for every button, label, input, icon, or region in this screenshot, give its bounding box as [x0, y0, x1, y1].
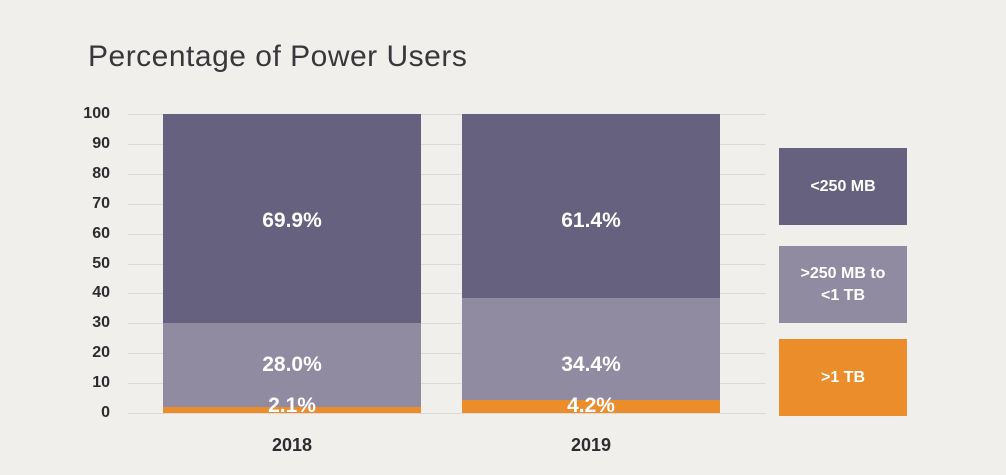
gridline — [128, 323, 766, 325]
y-tick-label: 0 — [101, 404, 110, 421]
bar-segment — [163, 323, 421, 407]
y-tick-label: 20 — [92, 344, 110, 362]
chart-title: Percentage of Power Users — [88, 40, 468, 73]
y-tick-label: 70 — [92, 194, 110, 212]
gridline — [128, 383, 766, 385]
y-tick-label: 10 — [92, 374, 110, 392]
bar-segment — [462, 400, 720, 413]
gridline — [128, 263, 766, 265]
x-axis-label: 2019 — [570, 435, 612, 455]
y-tick-label: 40 — [92, 284, 110, 302]
gridline — [128, 233, 766, 235]
y-tick-label: 80 — [92, 164, 110, 182]
legend-item: >250 MB to <1 TB — [779, 246, 907, 323]
gridline — [128, 293, 766, 295]
gridline — [128, 413, 766, 414]
bar-segment — [163, 406, 421, 413]
bar-value-label: 69.9% — [262, 209, 322, 232]
gridline — [128, 114, 766, 115]
gridline — [128, 143, 766, 145]
y-tick-label: 100 — [83, 105, 110, 122]
y-tick-label: 60 — [92, 224, 110, 242]
x-axis-label: 2018 — [271, 435, 313, 455]
bar-value-label: 28.0% — [262, 353, 322, 376]
bar-value-label: 61.4% — [561, 209, 621, 232]
legend-item: <250 MB — [779, 148, 907, 225]
y-tick-label: 50 — [92, 254, 110, 272]
gridline — [128, 203, 766, 205]
bar-segment — [163, 114, 421, 323]
legend-item: >1 TB — [779, 339, 907, 416]
gridline — [128, 353, 766, 355]
bar-value-label: 4.2% — [567, 394, 615, 417]
gridline — [128, 173, 766, 175]
y-tick-label: 90 — [92, 134, 110, 152]
bar-2018 — [163, 114, 421, 413]
y-tick-label: 30 — [92, 314, 110, 332]
bar-segment — [462, 297, 720, 401]
bar-2019 — [462, 114, 720, 413]
bar-segment — [462, 114, 720, 298]
plot-area: 100 90 80 70 60 50 40 30 20 10 0 69.9% 28.0% 2.1% 2018… — [83, 105, 766, 455]
bar-value-label: 2.1% — [268, 394, 316, 417]
bar-value-label: 34.4% — [561, 353, 621, 376]
